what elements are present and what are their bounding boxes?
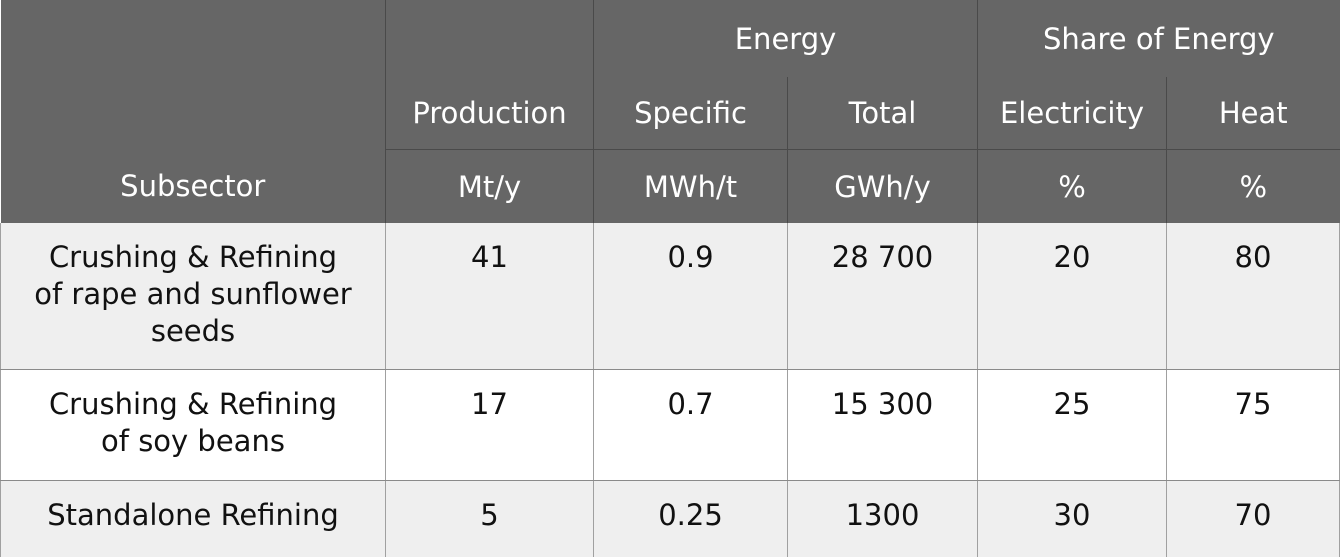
cell-subsector: Crushing & Refining of rape and sunflowe…	[0, 223, 386, 370]
cell-subsector: Crushing & Refining of soy beans	[0, 369, 386, 481]
subsector-line: of soy beans	[101, 424, 285, 458]
header-subsector: Subsector	[0, 149, 386, 223]
cell-production: 17	[385, 369, 594, 481]
header-empty-label	[0, 77, 386, 150]
cell-total: 15 300	[787, 369, 978, 481]
cell-specific: 0.7	[593, 369, 788, 481]
subsector-line: Standalone Refining	[47, 498, 339, 532]
cell-heat: 75	[1165, 369, 1341, 481]
header-heat: Heat	[1165, 77, 1340, 150]
subsector-line: of rape and sunflower	[34, 277, 352, 311]
cell-total: 1300	[787, 480, 978, 557]
cell-subsector: Standalone Refining	[0, 480, 386, 557]
header-specific: Specific	[593, 77, 788, 150]
cell-electricity: 30	[977, 480, 1167, 557]
cell-specific: 0.9	[593, 223, 788, 370]
table-row: Crushing & Refining of rape and sunflowe…	[0, 223, 1341, 370]
cell-heat: 70	[1165, 480, 1341, 557]
cell-heat: 80	[1165, 223, 1341, 370]
unit-electricity: %	[977, 149, 1167, 223]
cell-production: 5	[385, 480, 594, 557]
table-body: Crushing & Refining of rape and sunflowe…	[0, 223, 1341, 557]
table-row: Standalone Refining 5 0.25 1300 30 70	[0, 480, 1341, 557]
cell-electricity: 25	[977, 369, 1167, 481]
header-row-labels: Production Specific Total Electricity He…	[0, 77, 1340, 150]
header-empty-subsector	[0, 0, 386, 77]
subsector-line: seeds	[150, 314, 236, 348]
subsector-line: Crushing & Refining	[48, 240, 338, 274]
table-header: Energy Share of Energy Production Specif…	[0, 0, 1340, 223]
header-group-energy: Energy	[593, 0, 978, 77]
cell-production: 41	[385, 223, 594, 370]
header-row-groups: Energy Share of Energy	[0, 0, 1340, 77]
header-row-units: Subsector Mt/y MWh/t GWh/y % %	[0, 149, 1340, 223]
unit-total: GWh/y	[787, 149, 978, 223]
cell-total: 28 700	[787, 223, 978, 370]
header-electricity: Electricity	[977, 77, 1167, 150]
cell-electricity: 20	[977, 223, 1167, 370]
header-group-share: Share of Energy	[976, 0, 1340, 77]
unit-specific: MWh/t	[593, 149, 788, 223]
header-total: Total	[787, 77, 978, 150]
unit-heat: %	[1165, 149, 1340, 223]
header-production: Production	[385, 77, 594, 150]
subsector-line: Crushing & Refining	[48, 387, 338, 421]
header-empty-production	[385, 0, 594, 77]
cell-specific: 0.25	[593, 480, 788, 557]
unit-production: Mt/y	[385, 149, 594, 223]
table-row: Crushing & Refining of soy beans 17 0.7 …	[0, 369, 1341, 481]
